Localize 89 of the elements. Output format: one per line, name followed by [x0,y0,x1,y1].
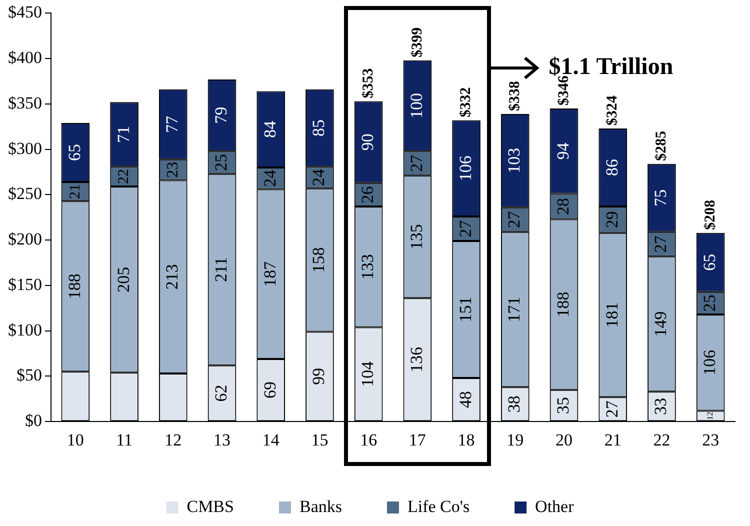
data-label: 22 [116,169,132,184]
data-label: 94 [553,142,572,160]
data-label: 187 [260,260,280,287]
data-label: 104 [358,360,378,387]
data-label: 79 [211,106,230,124]
data-label: 181 [602,302,622,328]
legend-label: Life Co's [407,496,470,516]
data-label: 171 [504,296,524,322]
x-tick-label: 16 [360,430,378,450]
data-label: 65 [64,144,84,162]
data-label: 85 [309,120,328,137]
data-label: 33 [651,398,670,415]
data-label: 188 [553,292,572,318]
y-tick-label: $150 [8,274,42,294]
data-label: 84 [260,120,280,138]
data-label: 151 [456,296,475,322]
data-label: 149 [651,311,670,337]
data-label: 27 [602,400,622,418]
data-label: 27 [456,220,475,238]
data-label: 133 [358,254,378,280]
y-tick-label: $300 [8,138,42,158]
total-label: $399 [409,27,426,58]
legend-label: CMBS [186,496,234,516]
data-label: 136 [406,346,426,372]
data-label: 205 [114,266,133,292]
y-tick-label: $400 [8,48,42,68]
data-label: 25 [700,294,720,312]
y-tick-label: $250 [8,184,42,204]
data-label: 24 [260,169,280,187]
data-label: 35 [553,396,572,414]
total-label: $338 [507,80,524,111]
y-tick-label: $50 [16,366,42,385]
x-tick-label: 20 [556,430,572,450]
legend-label: Banks [299,496,342,516]
x-tick-label: 12 [164,430,182,450]
total-label: $332 [458,87,474,118]
data-label: 213 [162,264,182,290]
x-tick-label: 22 [653,430,670,450]
data-label: 106 [700,350,720,376]
x-tick-label: 18 [458,430,475,450]
y-tick-label: $200 [8,230,42,249]
data-label: 28 [553,198,572,216]
data-label: 62 [211,384,230,402]
data-label: 48 [456,391,475,408]
data-label: 86 [602,158,622,176]
data-label: 77 [162,115,182,133]
x-tick-label: 19 [506,430,524,450]
x-tick-label: 17 [408,430,426,450]
total-label: $208 [702,200,718,230]
data-label: 27 [406,154,426,172]
data-label: 27 [504,210,524,228]
x-tick-label: 11 [116,430,132,450]
y-tick-label: $450 [8,2,42,22]
x-tick-label: 10 [66,430,84,450]
data-label: 135 [406,224,426,250]
data-label: 21 [67,184,84,200]
data-label: 71 [114,126,133,143]
data-label: 103 [504,148,524,174]
data-label: 90 [358,134,378,151]
data-label: 106 [456,156,475,182]
x-tick-label: 15 [311,430,328,450]
data-label: 29 [602,211,622,228]
data-label: 69 [260,382,280,399]
total-label: $353 [360,68,376,98]
y-tick-label: $0 [25,411,42,430]
y-tick-label: $100 [8,320,42,340]
data-label: 12 [706,412,715,420]
x-tick-label: 13 [214,430,230,450]
data-label: 38 [504,396,524,413]
total-label: $346 [556,74,572,106]
data-label: 75 [651,189,670,206]
legend-label: Other [535,496,574,516]
data-label: 26 [358,186,378,204]
x-tick-label: 21 [604,430,622,450]
data-label: 23 [164,162,182,178]
data-label: 25 [211,154,230,171]
data-label: 65 [700,254,720,271]
total-label: $285 [654,130,670,161]
data-label: 24 [309,168,328,186]
data-label: 188 [64,274,84,300]
data-label: 27 [651,235,670,253]
data-label: 99 [309,368,328,385]
data-label: 211 [211,257,230,282]
total-label: $324 [604,94,621,126]
x-tick-label: 23 [702,430,720,450]
y-tick-label: $350 [8,93,42,112]
x-tick-label: 14 [262,430,280,450]
data-label: 100 [406,93,426,119]
data-label: 158 [309,247,328,273]
